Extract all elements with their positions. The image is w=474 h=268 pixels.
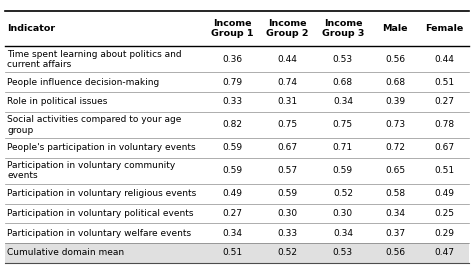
Text: 0.59: 0.59 [222, 143, 242, 152]
Text: Income
Group 2: Income Group 2 [266, 19, 309, 38]
Text: 0.75: 0.75 [277, 120, 298, 129]
Text: 0.27: 0.27 [435, 97, 455, 106]
Text: 0.59: 0.59 [222, 166, 242, 175]
Text: 0.72: 0.72 [385, 143, 405, 152]
Text: People influence decision-making: People influence decision-making [7, 78, 159, 87]
Text: 0.71: 0.71 [333, 143, 353, 152]
Text: 0.57: 0.57 [277, 166, 298, 175]
Text: Social activities compared to your age
group: Social activities compared to your age g… [7, 115, 182, 135]
Text: Participation in voluntary welfare events: Participation in voluntary welfare event… [7, 229, 191, 238]
Text: 0.31: 0.31 [277, 97, 298, 106]
Bar [5, 243, 469, 263]
Text: Participation in voluntary religious events: Participation in voluntary religious eve… [7, 189, 196, 198]
Text: Participation in voluntary community
events: Participation in voluntary community eve… [7, 161, 175, 180]
Text: 0.56: 0.56 [385, 248, 405, 257]
Text: Time spent learning about politics and
current affairs: Time spent learning about politics and c… [7, 50, 182, 69]
Text: Female: Female [426, 24, 464, 33]
Text: 0.47: 0.47 [435, 248, 455, 257]
Text: 0.67: 0.67 [435, 143, 455, 152]
Text: 0.33: 0.33 [222, 97, 242, 106]
Text: 0.51: 0.51 [222, 248, 242, 257]
Text: Income
Group 3: Income Group 3 [322, 19, 364, 38]
Text: People's participation in voluntary events: People's participation in voluntary even… [7, 143, 196, 152]
Text: 0.79: 0.79 [222, 78, 242, 87]
Text: Role in political issues: Role in political issues [7, 97, 108, 106]
Text: 0.44: 0.44 [435, 55, 455, 64]
Text: 0.36: 0.36 [222, 55, 242, 64]
Text: 0.37: 0.37 [385, 229, 405, 238]
Text: Cumulative domain mean: Cumulative domain mean [7, 248, 124, 257]
Text: Income
Group 1: Income Group 1 [211, 19, 253, 38]
Text: Male: Male [383, 24, 408, 33]
Text: 0.44: 0.44 [278, 55, 297, 64]
Text: 0.39: 0.39 [385, 97, 405, 106]
Text: 0.59: 0.59 [277, 189, 298, 198]
Text: 0.49: 0.49 [222, 189, 242, 198]
Text: Indicator: Indicator [7, 24, 55, 33]
Text: 0.34: 0.34 [385, 209, 405, 218]
Text: 0.82: 0.82 [222, 120, 242, 129]
Text: 0.34: 0.34 [222, 229, 242, 238]
Text: 0.51: 0.51 [435, 78, 455, 87]
Text: 0.58: 0.58 [385, 189, 405, 198]
Text: 0.30: 0.30 [277, 209, 298, 218]
Text: 0.73: 0.73 [385, 120, 405, 129]
Text: 0.65: 0.65 [385, 166, 405, 175]
Text: 0.75: 0.75 [333, 120, 353, 129]
Text: 0.59: 0.59 [333, 166, 353, 175]
Text: 0.68: 0.68 [333, 78, 353, 87]
Text: 0.78: 0.78 [435, 120, 455, 129]
Text: 0.34: 0.34 [333, 229, 353, 238]
Text: 0.52: 0.52 [333, 189, 353, 198]
Text: 0.29: 0.29 [435, 229, 455, 238]
Text: 0.25: 0.25 [435, 209, 455, 218]
Text: 0.67: 0.67 [277, 143, 298, 152]
Text: 0.52: 0.52 [277, 248, 298, 257]
Text: 0.53: 0.53 [333, 55, 353, 64]
Text: Participation in voluntary political events: Participation in voluntary political eve… [7, 209, 193, 218]
Text: 0.51: 0.51 [435, 166, 455, 175]
Text: 0.56: 0.56 [385, 55, 405, 64]
Text: 0.74: 0.74 [277, 78, 298, 87]
Text: 0.68: 0.68 [385, 78, 405, 87]
Text: 0.30: 0.30 [333, 209, 353, 218]
Text: 0.27: 0.27 [222, 209, 242, 218]
Text: 0.34: 0.34 [333, 97, 353, 106]
Text: 0.53: 0.53 [333, 248, 353, 257]
Text: 0.49: 0.49 [435, 189, 455, 198]
Text: 0.33: 0.33 [277, 229, 298, 238]
